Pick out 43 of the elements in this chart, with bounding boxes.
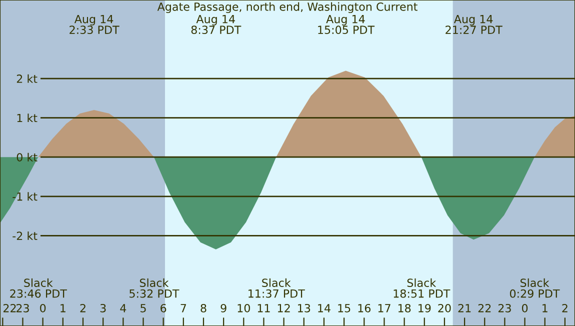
x-tick-label: 22: [478, 304, 491, 312]
annotation: Slack 18:51 PDT: [394, 278, 450, 298]
x-tick-label: 8: [200, 304, 206, 312]
x-tick-label: 17: [378, 304, 390, 312]
x-tick-label: 2: [562, 304, 568, 312]
x-tick-label: 23: [16, 304, 29, 312]
annotation: Slack 5:32 PDT: [130, 278, 180, 298]
x-tick-label: 20: [438, 304, 451, 312]
x-tick-label: 12: [278, 304, 290, 312]
x-tick-label: 6: [160, 304, 166, 312]
annotation: Aug 14 2:33 PDT: [70, 15, 120, 34]
x-tick-label: 3: [100, 304, 106, 312]
annotation: Slack 0:29 PDT: [510, 278, 560, 298]
x-tick-label: 11: [258, 304, 270, 312]
x-tick-label: 14: [318, 304, 330, 312]
x-tick-label: 7: [180, 304, 186, 312]
y-tick-label: 1 kt: [17, 114, 38, 122]
x-tick-label: 0: [522, 304, 528, 312]
x-tick-label: 23: [498, 304, 511, 312]
chart-title: Agate Passage, north end, Washington Current: [157, 2, 418, 14]
y-tick-label: -1 kt: [12, 192, 38, 201]
x-tick-label: 2: [80, 304, 86, 312]
x-tick-label: 0: [40, 304, 46, 312]
x-tick-label: 1: [60, 304, 66, 312]
annotation: Slack 11:37 PDT: [248, 278, 305, 298]
annotation: Aug 14 8:37 PDT: [191, 15, 242, 34]
annotation: Slack 23:46 PDT: [10, 278, 67, 298]
x-tick-label: 18: [398, 304, 411, 312]
x-tick-label: 13: [298, 304, 310, 312]
x-tick-label: 16: [358, 304, 371, 312]
x-tick-label: 9: [220, 304, 226, 312]
x-tick-label: 15: [338, 304, 350, 312]
x-tick-label: 22: [3, 304, 16, 312]
x-tick-label: 21: [458, 304, 471, 312]
x-tick-label: 4: [120, 304, 126, 312]
annotation: Aug 14 21:27 PDT: [446, 15, 502, 34]
y-tick-label: -2 kt: [12, 231, 38, 240]
annotation: Aug 14 15:05 PDT: [318, 15, 375, 34]
x-tick-label: 10: [238, 304, 250, 312]
y-tick-label: 2 kt: [16, 74, 38, 83]
x-tick-label: 5: [140, 304, 146, 312]
x-tick-label: 19: [418, 304, 431, 312]
x-tick-label: 1: [542, 304, 548, 312]
